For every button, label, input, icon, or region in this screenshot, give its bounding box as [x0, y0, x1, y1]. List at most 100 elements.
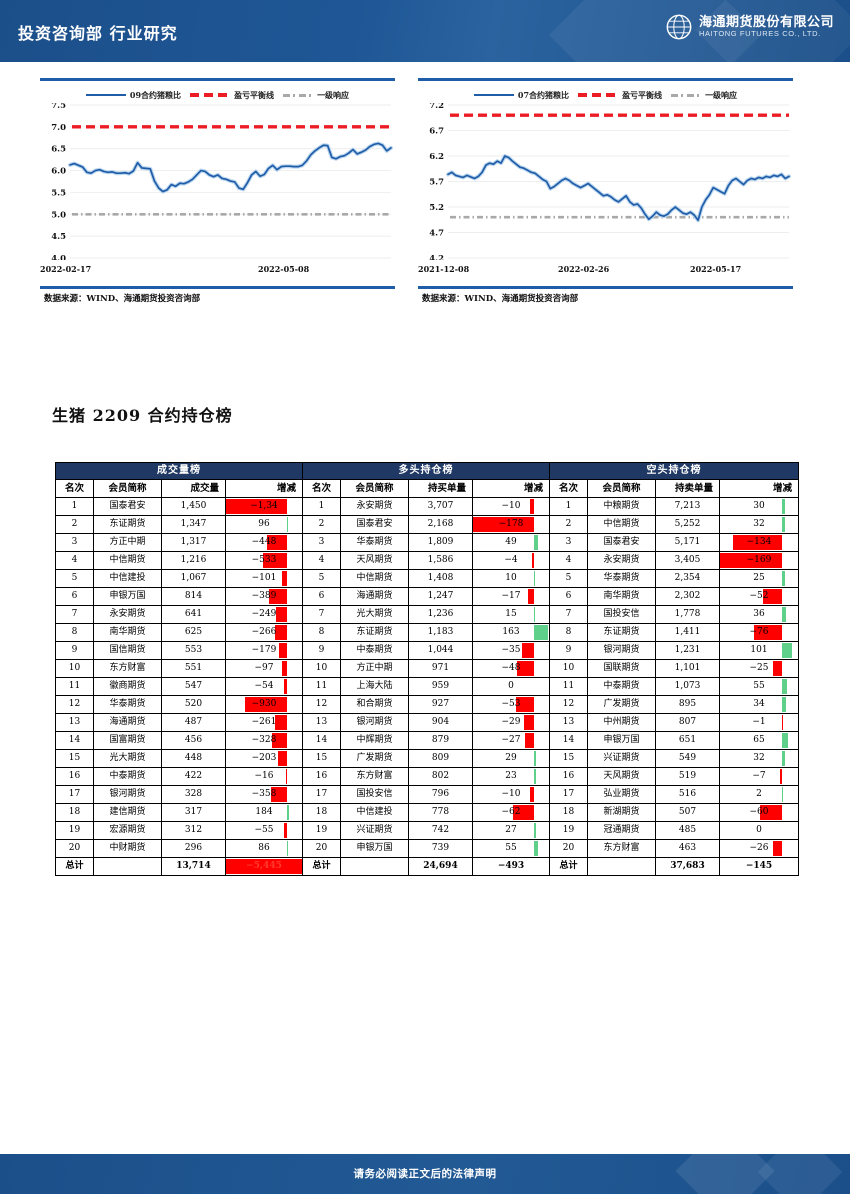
table-head: 成交量榜 多头持仓榜 空头持仓榜 名次 会员简称 成交量 增减 名次 会员简称 持买单量 增减… — [55, 462, 799, 498]
member-cell: 中信期货 — [587, 515, 656, 534]
chart-09-xaxis: 2022-02-17 2022-05-08 — [40, 264, 395, 282]
member-cell: 冠通期货 — [587, 821, 656, 840]
legend-item-alert: 一级响应 — [283, 90, 349, 101]
delta-value: −533 — [251, 555, 277, 565]
group-header-row: 成交量榜 多头持仓榜 空头持仓榜 — [55, 462, 799, 480]
delta-cell: −55 — [225, 821, 303, 840]
delta-value: 163 — [502, 627, 520, 637]
delta-value: 10 — [505, 573, 517, 583]
group-header-short: 空头持仓榜 — [549, 462, 799, 480]
positive-bar — [782, 751, 786, 766]
rank-cell: 7 — [302, 605, 341, 624]
rank-cell: 2 — [55, 515, 94, 534]
negative-bar — [282, 661, 287, 676]
member-cell: 国泰君安 — [93, 497, 162, 516]
table-row: 14 国富期货 456 −328 14 中辉期货 879 −27 14 申银万国 651 65 — [55, 731, 799, 750]
member-cell: 海通期货 — [340, 587, 409, 606]
member-cell: 华泰期货 — [93, 695, 162, 714]
delta-cell: 29 — [472, 749, 550, 768]
total-delta-cell: −5,445 — [225, 857, 303, 876]
positive-bar — [286, 517, 288, 532]
table-row: 10 东方财富 551 −97 10 方正中期 971 −48 10 国联期货 1,101 −25 — [55, 659, 799, 678]
rank-cell: 12 — [549, 695, 588, 714]
positive-bar — [286, 841, 288, 856]
delta-value: −76 — [749, 627, 769, 637]
delta-value: −48 — [501, 663, 521, 673]
chart-09-legend: 09合约猪粮比 盈亏平衡线 一级响应 — [40, 85, 395, 105]
delta-value: 96 — [258, 519, 270, 529]
column-header-long-3: 增减 — [472, 479, 550, 498]
rank-cell: 13 — [55, 713, 94, 732]
member-cell: 天风期货 — [340, 551, 409, 570]
chart-07-xaxis: 2021-12-08 2022-02-26 2022-05-17 — [418, 264, 793, 282]
delta-cell: −29 — [472, 713, 550, 732]
line-swatch-icon — [473, 93, 514, 97]
delta-cell: 184 — [225, 803, 303, 822]
value-cell: 1,809 — [408, 533, 473, 552]
rank-cell: 16 — [55, 767, 94, 786]
ytick-label: 4.5 — [51, 232, 66, 242]
member-cell: 中信期货 — [340, 569, 409, 588]
column-header-short-3: 增减 — [719, 479, 799, 498]
member-cell: 国联期货 — [587, 659, 656, 678]
total-value-cell: 37,683 — [655, 857, 720, 876]
value-cell: 879 — [408, 731, 473, 750]
ytick-label: 5.2 — [429, 203, 444, 213]
dashed-line-swatch-icon — [190, 93, 231, 97]
ytick-label: 5.0 — [51, 210, 66, 220]
rank-cell: 17 — [549, 785, 588, 804]
delta-value: −249 — [251, 609, 277, 619]
rank-cell: 8 — [549, 623, 588, 642]
ytick-label: 6.7 — [429, 127, 444, 137]
delta-value: −1 — [752, 717, 766, 727]
table-row: 4 中信期货 1,216 −533 4 天风期货 1,586 −4 4 永安期货 3,405 −169 — [55, 551, 799, 570]
delta-cell: −10 — [472, 497, 550, 516]
column-header-long-2: 持买单量 — [408, 479, 473, 498]
member-cell: 南华期货 — [587, 587, 656, 606]
negative-bar — [274, 625, 287, 640]
delta-cell: −16 — [225, 767, 303, 786]
delta-cell: 27 — [472, 821, 550, 840]
positive-bar — [782, 607, 786, 622]
value-cell: 317 — [161, 803, 226, 822]
value-cell: 448 — [161, 749, 226, 768]
value-cell: 312 — [161, 821, 226, 840]
xtick-label: 2022-05-08 — [258, 264, 310, 274]
member-cell: 国信期货 — [93, 641, 162, 660]
rank-cell: 19 — [55, 821, 94, 840]
delta-cell: −60 — [719, 803, 799, 822]
negative-bar — [284, 679, 287, 694]
delta-value: −5,445 — [246, 861, 282, 871]
delta-value: 0 — [756, 825, 762, 835]
delta-value: −1,34 — [250, 501, 278, 511]
delta-value: −328 — [251, 735, 277, 745]
negative-bar — [521, 643, 534, 658]
member-cell: 方正中期 — [340, 659, 409, 678]
negative-bar — [282, 571, 287, 586]
ytick-label: 6.0 — [51, 167, 66, 177]
rank-cell: 3 — [55, 533, 94, 552]
rank-cell: 19 — [549, 821, 588, 840]
value-cell: 547 — [161, 677, 226, 696]
total-label-cell: 总计 — [302, 857, 341, 876]
delta-cell: 101 — [719, 641, 799, 660]
rank-cell: 3 — [549, 533, 588, 552]
member-cell: 东证期货 — [587, 623, 656, 642]
negative-bar — [523, 715, 534, 730]
delta-value: −29 — [501, 717, 521, 727]
member-cell: 东方财富 — [93, 659, 162, 678]
value-cell: 1,317 — [161, 533, 226, 552]
legend-item-breakeven: 盈亏平衡线 — [190, 90, 274, 101]
positive-bar — [533, 625, 548, 640]
table-row: 13 海通期货 487 −261 13 银河期货 904 −29 13 中州期货 807 −1 — [55, 713, 799, 732]
delta-cell: −1 — [719, 713, 799, 732]
negative-bar — [275, 607, 287, 622]
delta-cell: 30 — [719, 497, 799, 516]
chart-bottom-rule — [418, 286, 793, 289]
rank-cell: 6 — [55, 587, 94, 606]
series-line-glow — [446, 154, 791, 223]
delta-cell: −203 — [225, 749, 303, 768]
member-cell: 中州期货 — [587, 713, 656, 732]
delta-cell: −25 — [719, 659, 799, 678]
delta-cell: −10 — [472, 785, 550, 804]
